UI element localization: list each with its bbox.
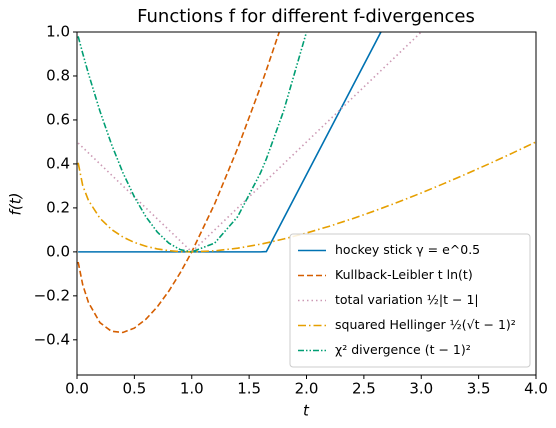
x-tick-label: 0.0 (65, 380, 89, 398)
x-tick-label: 1.5 (237, 380, 261, 398)
legend-box (289, 233, 531, 368)
y-tick-label: 0.0 (46, 242, 70, 260)
y-tick-label: −0.4 (34, 330, 70, 348)
x-tick-label: 0.5 (122, 380, 146, 398)
plot-area (77, 32, 536, 334)
legend-label: Kullback-Leibler t ln(t) (335, 267, 473, 282)
x-tick-label: 1.0 (180, 380, 204, 398)
y-tick-label: 0.6 (46, 110, 70, 128)
y-tick-label: −0.2 (34, 286, 70, 304)
x-tick-label: 2.5 (352, 380, 376, 398)
x-tick-label: 4.0 (524, 380, 548, 398)
y-tick-label: 0.8 (46, 66, 70, 84)
x-tick-label: 3.0 (409, 380, 433, 398)
series-line (77, 32, 423, 253)
y-tick-label: 1.0 (46, 23, 70, 41)
series-line (77, 32, 308, 253)
y-axis-label: f(t) (7, 193, 25, 216)
x-tick-label: 3.5 (467, 380, 491, 398)
series-line (78, 32, 382, 253)
x-axis-label: t (303, 402, 310, 420)
y-tick-label: 0.4 (46, 154, 70, 172)
legend-label: hockey stick γ = e^0.5 (335, 242, 480, 257)
legend-label: total variation ½|t − 1| (335, 292, 479, 307)
y-tick-label: 0.2 (46, 198, 70, 216)
chart-title: Functions f for different f-divergences (137, 6, 475, 27)
series-line (77, 141, 536, 253)
x-tick-label: 2.0 (295, 380, 319, 398)
legend-label: χ² divergence (t − 1)² (335, 342, 471, 357)
legend-label: squared Hellinger ½(√t − 1)² (335, 317, 516, 332)
series-line (77, 32, 281, 334)
